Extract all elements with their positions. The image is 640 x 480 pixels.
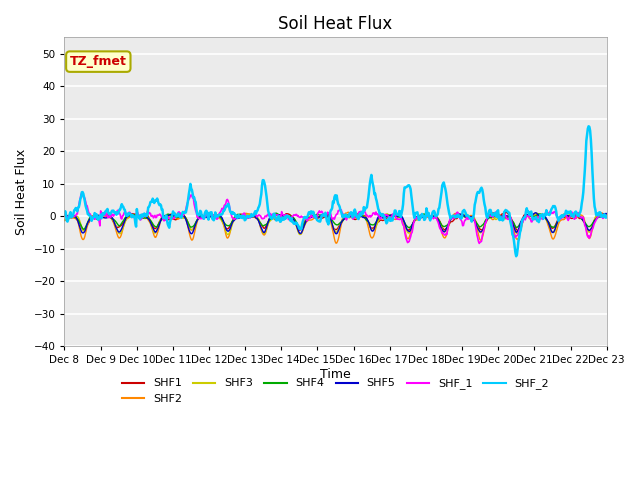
SHF2 (126, 214, 134, 220)
SHF2 (210, 213, 218, 218)
SHF1 (603, 213, 611, 218)
SHF5 (61, 212, 68, 217)
SHF4 (211, 213, 219, 219)
SHF4 (128, 213, 136, 218)
SHF5 (603, 211, 611, 216)
SHF_2 (585, 123, 593, 129)
SHF_1 (182, 207, 189, 213)
SHF_2 (513, 253, 520, 259)
SHF2 (344, 209, 352, 215)
SHF2 (419, 213, 426, 219)
SHF5 (403, 225, 410, 230)
SHF3 (210, 213, 218, 219)
SHF3 (224, 232, 232, 238)
SHF_1 (476, 240, 483, 246)
Line: SHF4: SHF4 (65, 213, 607, 229)
SHF2 (181, 215, 189, 221)
SHF1 (417, 213, 425, 219)
Line: SHF_2: SHF_2 (65, 126, 607, 256)
SHF1 (70, 215, 78, 220)
SHF1 (210, 214, 218, 220)
SHF2 (403, 235, 411, 240)
SHF3 (126, 213, 134, 219)
SHF5 (126, 212, 134, 218)
SHF1 (126, 212, 134, 217)
SHF3 (61, 216, 68, 222)
SHF5 (181, 215, 189, 221)
SHF_2 (181, 210, 189, 216)
Line: SHF5: SHF5 (65, 213, 607, 234)
SHF3 (564, 210, 572, 216)
SHF_1 (61, 211, 68, 216)
SHF5 (532, 210, 540, 216)
SHF4 (101, 210, 109, 216)
SHF1 (61, 211, 68, 217)
Line: SHF1: SHF1 (65, 213, 607, 231)
Y-axis label: Soil Heat Flux: Soil Heat Flux (15, 149, 28, 235)
SHF_1 (403, 236, 410, 241)
SHF5 (211, 213, 218, 219)
SHF5 (188, 231, 195, 237)
SHF4 (80, 227, 88, 232)
Line: SHF_1: SHF_1 (65, 192, 607, 243)
SHF1 (401, 224, 409, 230)
SHF_1 (418, 213, 426, 219)
SHF_1 (603, 213, 611, 219)
SHF3 (403, 226, 410, 231)
SHF_1 (70, 214, 78, 219)
SHF2 (603, 214, 611, 219)
Line: SHF3: SHF3 (65, 213, 607, 235)
SHF_2 (401, 185, 409, 191)
SHF_2 (61, 211, 68, 217)
SHF_2 (70, 207, 78, 213)
SHF3 (181, 216, 189, 221)
SHF4 (61, 212, 68, 218)
SHF4 (183, 217, 191, 223)
SHF2 (332, 240, 340, 246)
SHF3 (70, 213, 78, 219)
SHF1 (502, 210, 510, 216)
Text: TZ_fmet: TZ_fmet (70, 55, 127, 68)
Line: SHF2: SHF2 (65, 212, 607, 243)
SHF5 (418, 215, 426, 220)
X-axis label: Time: Time (320, 368, 351, 381)
SHF_2 (417, 214, 425, 219)
SHF4 (403, 223, 411, 229)
SHF1 (586, 228, 593, 234)
SHF_2 (210, 217, 218, 223)
SHF_2 (603, 213, 611, 219)
SHF1 (181, 214, 189, 220)
Title: Soil Heat Flux: Soil Heat Flux (278, 15, 393, 33)
Legend: SHF1, SHF2, SHF3, SHF4, SHF5, SHF_1, SHF_2: SHF1, SHF2, SHF3, SHF4, SHF5, SHF_1, SHF… (118, 374, 554, 408)
SHF_1 (79, 190, 86, 195)
SHF3 (418, 213, 426, 218)
SHF2 (61, 218, 68, 224)
SHF_1 (127, 211, 134, 217)
SHF4 (603, 214, 611, 219)
SHF3 (603, 214, 611, 220)
SHF2 (70, 216, 78, 221)
SHF5 (70, 213, 78, 218)
SHF_2 (126, 211, 134, 216)
SHF_1 (211, 213, 218, 219)
SHF4 (70, 214, 78, 219)
SHF4 (419, 212, 426, 217)
